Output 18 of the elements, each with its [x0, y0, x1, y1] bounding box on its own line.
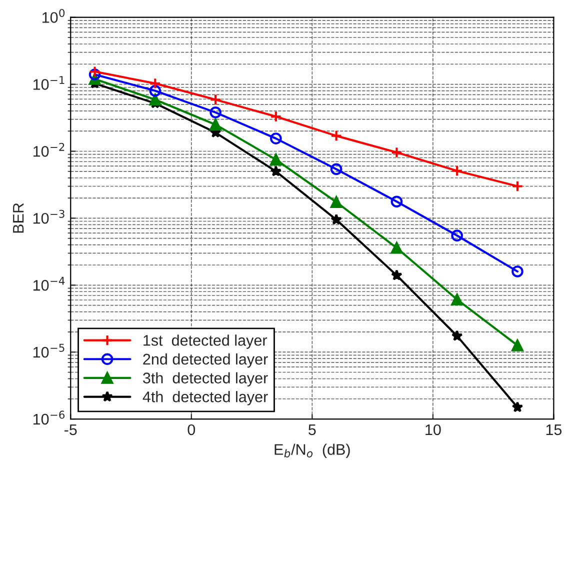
- y-tick-label: 10$^{−4}$: [33, 276, 65, 291]
- y-axis-title: BER: [13, 203, 24, 233]
- x-tick-label: 0: [188, 424, 196, 436]
- x-tick-label: 5: [308, 424, 316, 436]
- y-tick-label: 10$^{0}$: [42, 8, 65, 23]
- y-tick-label: 10$^{−2}$: [33, 142, 64, 157]
- y-tick-label: 10$^{−5}$: [33, 344, 64, 358]
- y-tick-label: 10$^{−1}$: [33, 76, 64, 90]
- legend-label: 4th detected layer: [142, 391, 268, 406]
- legend-label: 1st detected layer: [144, 334, 268, 349]
- x-axis-title: E$_{b}$/N$_{o}$ (dB): [274, 444, 350, 458]
- x-tick-label: 15: [546, 424, 562, 436]
- legend-label: 2nd detected layer: [143, 353, 268, 368]
- y-tick-label: 10$^{−6}$: [33, 410, 65, 425]
- x-tick-label: -5: [64, 424, 77, 436]
- x-tick-label: 10: [426, 424, 441, 436]
- legend-label: 3th detected layer: [143, 372, 268, 386]
- y-tick-label: 10$^{−3}$: [33, 210, 64, 224]
